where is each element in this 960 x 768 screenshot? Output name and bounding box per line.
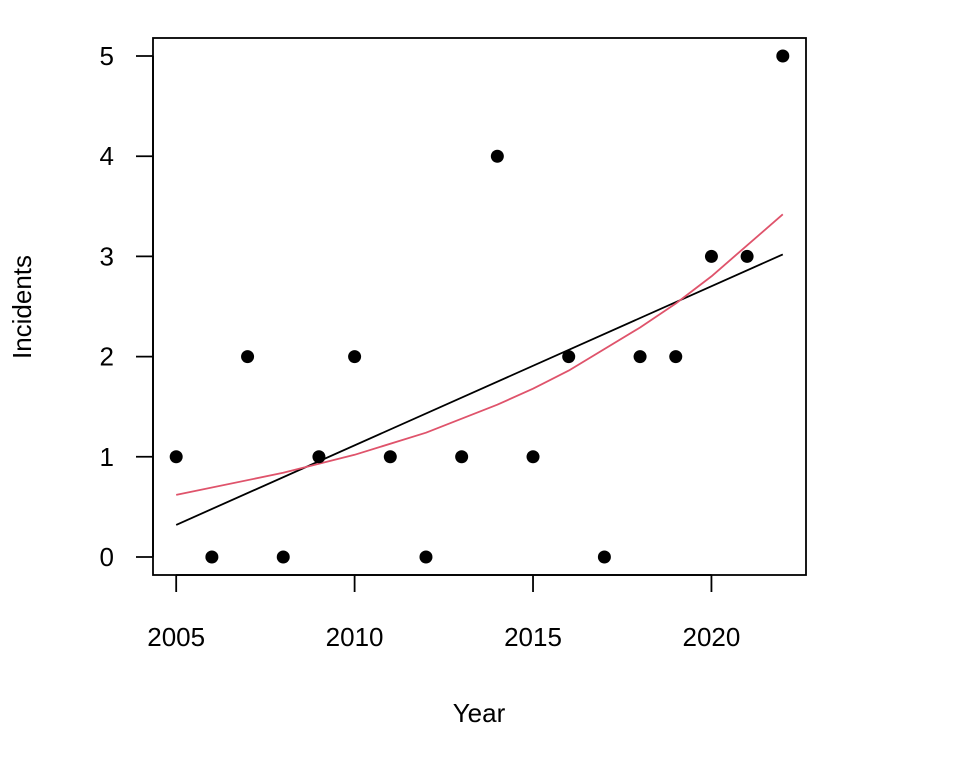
data-point [455, 450, 469, 464]
data-point [633, 350, 647, 364]
data-point [348, 350, 362, 364]
linear-fit-line [175, 253, 784, 526]
data-point [383, 450, 397, 464]
data-point [740, 249, 754, 263]
data-point [312, 450, 326, 464]
data-point [419, 550, 433, 564]
x-tick-label: 2005 [147, 622, 205, 652]
data-point [669, 350, 683, 364]
y-tick-label: 4 [100, 141, 114, 171]
data-point [490, 149, 504, 163]
x-tick-label: 2010 [326, 622, 384, 652]
y-axis: 0 1 2 3 4 5 [100, 41, 154, 572]
data-points [169, 49, 790, 564]
y-tick-label: 5 [100, 41, 114, 71]
data-point [241, 350, 255, 364]
data-point [776, 49, 790, 63]
data-point [205, 550, 219, 564]
curve-fit-line [176, 213, 784, 496]
x-axis: 2005 2010 2015 2020 [147, 574, 741, 652]
data-point [597, 550, 611, 564]
data-point [704, 249, 718, 263]
data-point [526, 450, 540, 464]
y-tick-label: 1 [100, 442, 114, 472]
data-point [169, 450, 183, 464]
plot-box [152, 37, 807, 576]
y-tick-label: 2 [100, 342, 114, 372]
data-point [276, 550, 290, 564]
y-axis-title: Incidents [7, 255, 37, 359]
fit-lines [175, 213, 784, 526]
x-tick-label: 2015 [504, 622, 562, 652]
x-axis-title: Year [453, 698, 506, 728]
y-tick-label: 0 [100, 542, 114, 572]
x-tick-label: 2020 [683, 622, 741, 652]
data-point [562, 350, 576, 364]
y-tick-label: 3 [100, 241, 114, 271]
